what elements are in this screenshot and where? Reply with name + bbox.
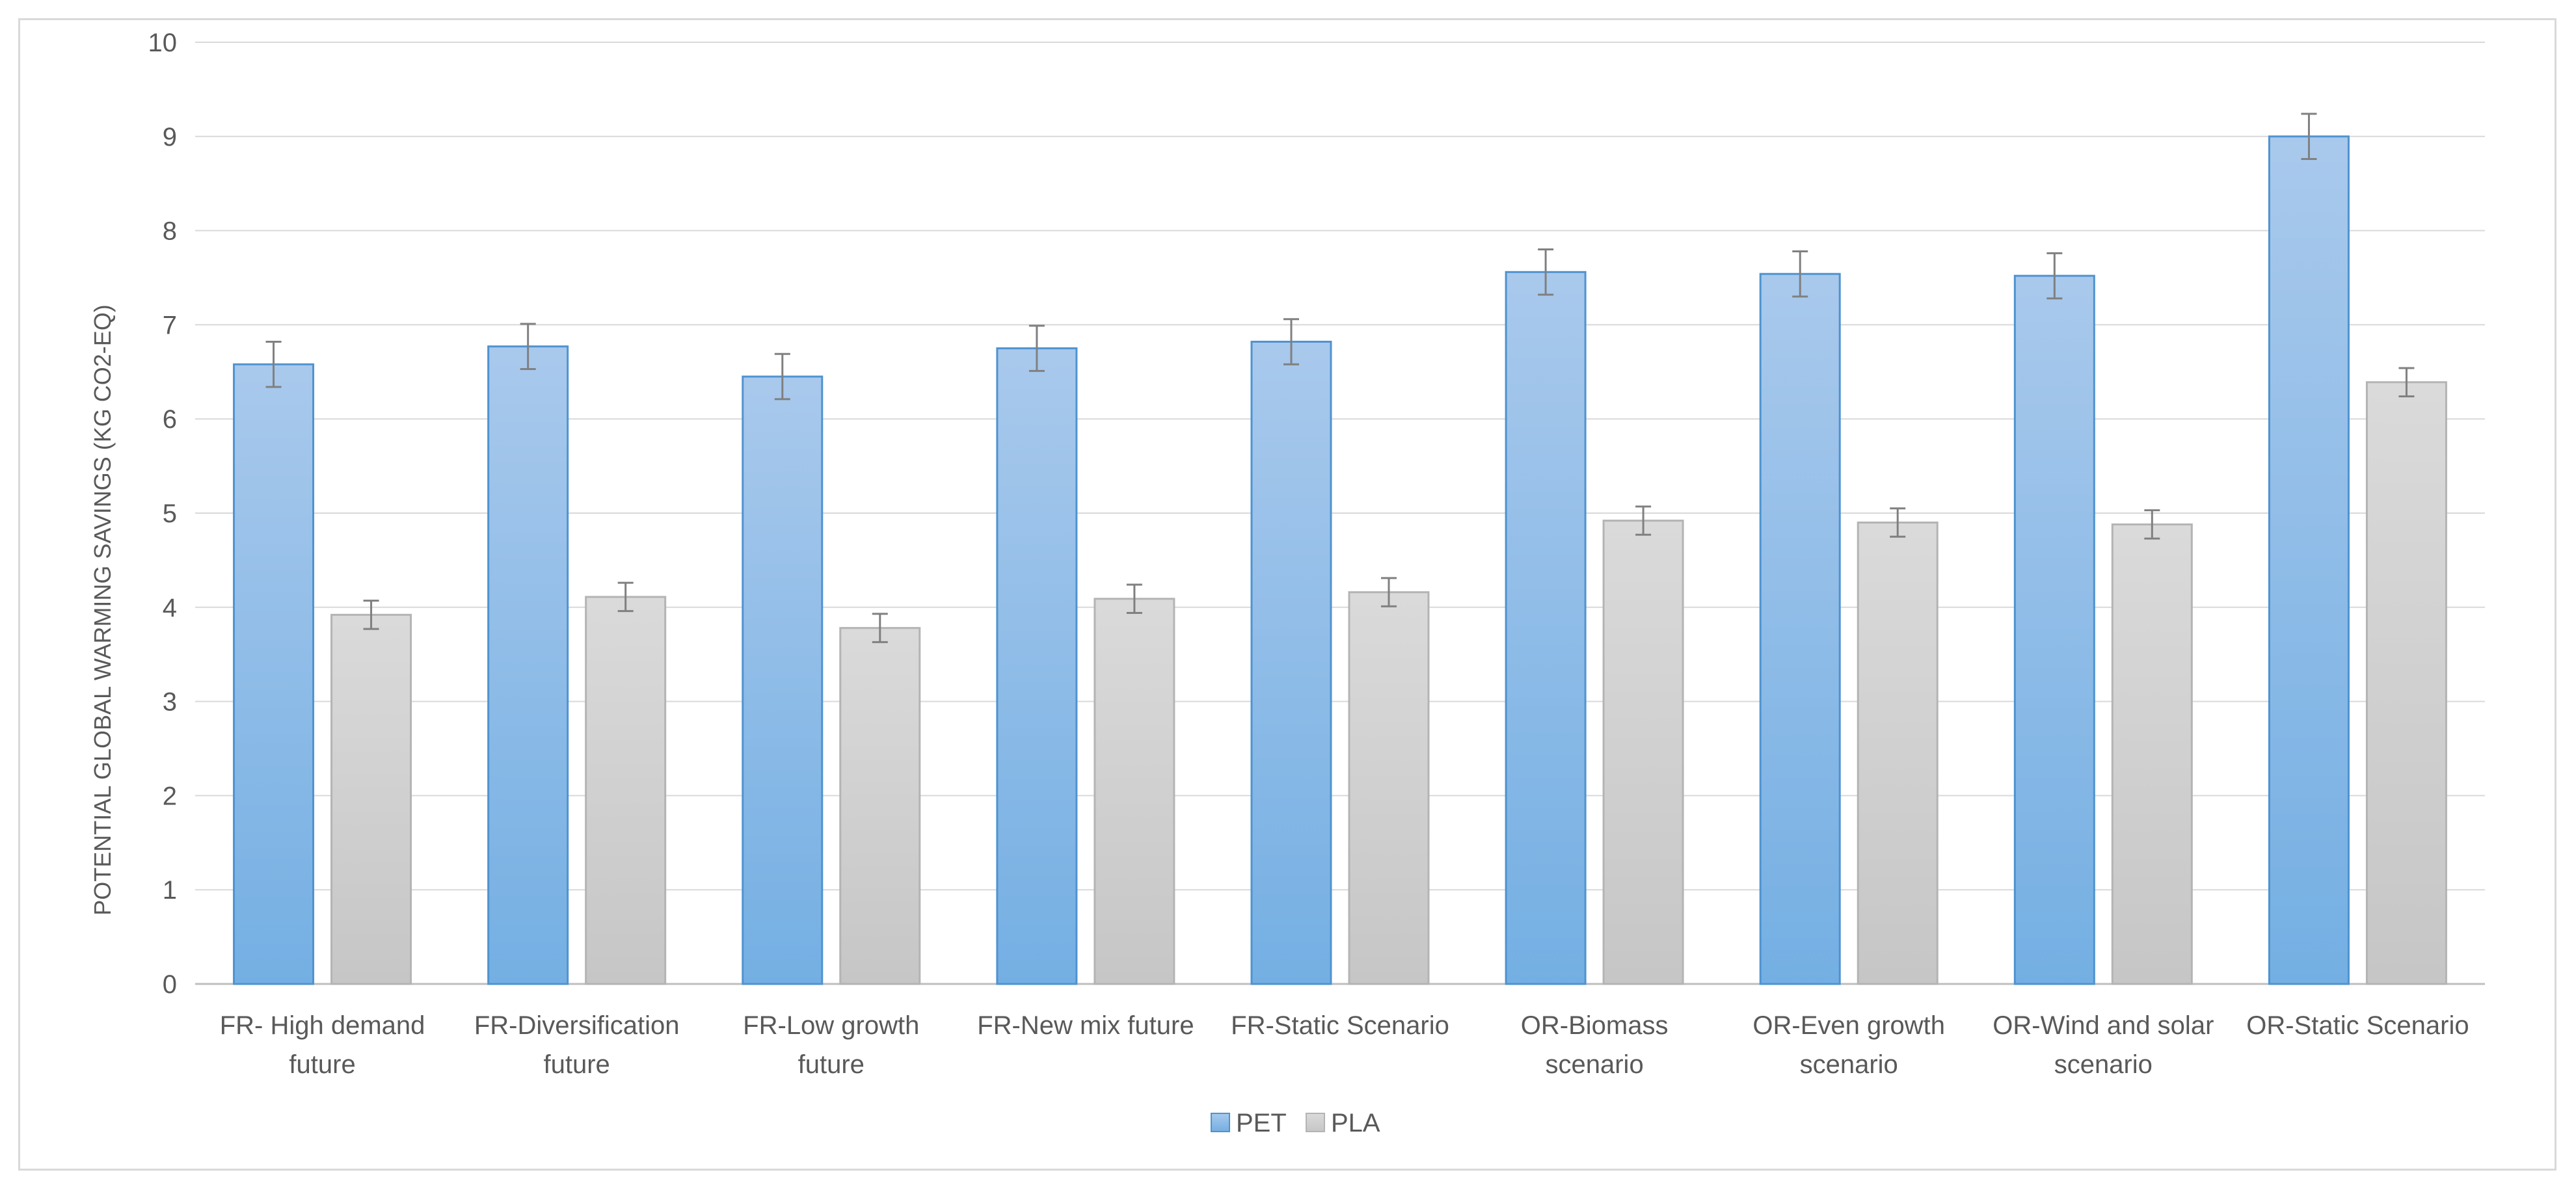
bar-pet bbox=[233, 363, 315, 985]
error-bar bbox=[265, 340, 282, 388]
y-tick-label: 3 bbox=[163, 688, 177, 717]
x-axis-categories: FR- High demand future FR-Diversification f… bbox=[220, 1011, 2469, 1079]
bar-pet bbox=[996, 347, 1078, 985]
bar-pla bbox=[2365, 381, 2447, 985]
error-bar bbox=[520, 323, 536, 370]
x-category-label: FR- High demand future bbox=[220, 1011, 425, 1079]
error-bar bbox=[2301, 113, 2317, 161]
x-category-label: OR-Wind and solar scenario bbox=[1992, 1011, 2214, 1079]
y-tick-label: 1 bbox=[163, 876, 177, 905]
bar-pet bbox=[1505, 271, 1587, 985]
x-category-label: FR-Static Scenario bbox=[1231, 1011, 1449, 1040]
legend-item: PLA bbox=[1306, 1109, 1380, 1137]
x-category-label: FR-Diversification future bbox=[474, 1011, 680, 1079]
error-bar bbox=[1381, 577, 1397, 607]
error-bar bbox=[2144, 509, 2160, 540]
y-tick-label: 8 bbox=[163, 217, 177, 246]
error-bar bbox=[872, 613, 888, 643]
bar-pla bbox=[1093, 598, 1175, 985]
y-tick-label: 9 bbox=[163, 123, 177, 152]
bar-pla bbox=[330, 613, 412, 985]
bar-pla bbox=[1857, 521, 1939, 985]
error-bar bbox=[363, 600, 379, 630]
gridlines bbox=[195, 42, 2485, 985]
legend: PET PLA bbox=[1211, 1109, 1380, 1137]
bar-pla bbox=[585, 596, 667, 985]
error-bar bbox=[1890, 507, 1906, 538]
y-tick-label: 6 bbox=[163, 405, 177, 434]
x-category-label: OR-Biomass scenario bbox=[1521, 1011, 1669, 1079]
error-bar bbox=[2398, 367, 2415, 397]
error-bar bbox=[1792, 250, 1808, 298]
error-bars bbox=[265, 113, 2415, 643]
bar-pet bbox=[2268, 135, 2350, 985]
y-tick-label: 4 bbox=[163, 594, 177, 622]
bar-pla bbox=[839, 627, 921, 985]
error-bar bbox=[1538, 248, 1554, 296]
error-bar bbox=[774, 352, 790, 401]
legend-item: PET bbox=[1211, 1109, 1287, 1137]
bar-pla bbox=[1348, 591, 1430, 985]
y-axis-title: POTENTIAL GLOBAL WARMING SAVINGS (KG CO2… bbox=[89, 304, 116, 915]
x-category-label: FR-Low growth future bbox=[743, 1011, 919, 1079]
error-bar bbox=[1283, 318, 1299, 365]
legend-swatch bbox=[1306, 1113, 1325, 1132]
bar-pet bbox=[487, 345, 569, 985]
x-category-label: OR-Static Scenario bbox=[2246, 1011, 2469, 1040]
error-bar bbox=[2046, 252, 2063, 300]
x-category-label: OR-Even growth scenario bbox=[1752, 1011, 1945, 1079]
legend-label: PLA bbox=[1331, 1109, 1380, 1137]
bar-pet bbox=[1250, 340, 1332, 985]
legend-swatch bbox=[1211, 1113, 1230, 1132]
error-bar bbox=[1635, 505, 1652, 536]
y-tick-label: 2 bbox=[163, 782, 177, 810]
y-tick-label: 7 bbox=[163, 311, 177, 339]
bars bbox=[233, 135, 2447, 985]
y-tick-label: 5 bbox=[163, 499, 177, 528]
chart-frame bbox=[18, 18, 2556, 1171]
x-category-label: FR-New mix future bbox=[977, 1011, 1194, 1040]
legend-label: PET bbox=[1236, 1109, 1287, 1137]
y-tick-label: 0 bbox=[163, 970, 177, 999]
bar-pla bbox=[2111, 523, 2193, 985]
bar-pet bbox=[1759, 272, 1841, 985]
bar-pet bbox=[2013, 274, 2095, 985]
y-tick-label: 10 bbox=[148, 29, 178, 57]
error-bar bbox=[1126, 583, 1142, 614]
bar-pla bbox=[1602, 520, 1684, 985]
bar-pet bbox=[742, 375, 824, 985]
error-bar bbox=[1028, 325, 1045, 372]
y-axis-ticks: 0 1 2 3 4 5 6 7 8 9 10 bbox=[148, 29, 178, 999]
error-bar bbox=[617, 581, 634, 613]
